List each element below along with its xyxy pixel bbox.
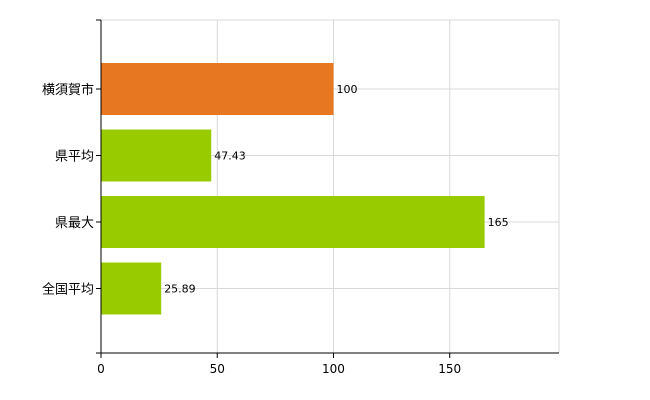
category-label-1: 県平均 [55,150,94,165]
x-tick-label-100: 100 [322,362,345,376]
category-label-3: 全国平均 [42,282,94,298]
data-label-3: 25.89 [164,283,196,296]
data-label-0: 100 [336,83,357,96]
bar-3 [101,262,162,315]
axes [96,19,559,358]
bar-2 [101,196,485,248]
category-label-0: 横須賀市 [42,82,94,98]
category-label-2: 県最大 [55,216,94,231]
bars [101,63,485,315]
bar-0 [101,63,334,115]
x-tick-label-150: 150 [438,362,461,376]
data-label-1: 47.43 [214,150,246,163]
bar-1 [101,129,212,182]
x-tick-label-0: 0 [97,362,105,376]
x-tick-label-50: 50 [210,362,225,376]
data-label-2: 165 [488,216,509,229]
